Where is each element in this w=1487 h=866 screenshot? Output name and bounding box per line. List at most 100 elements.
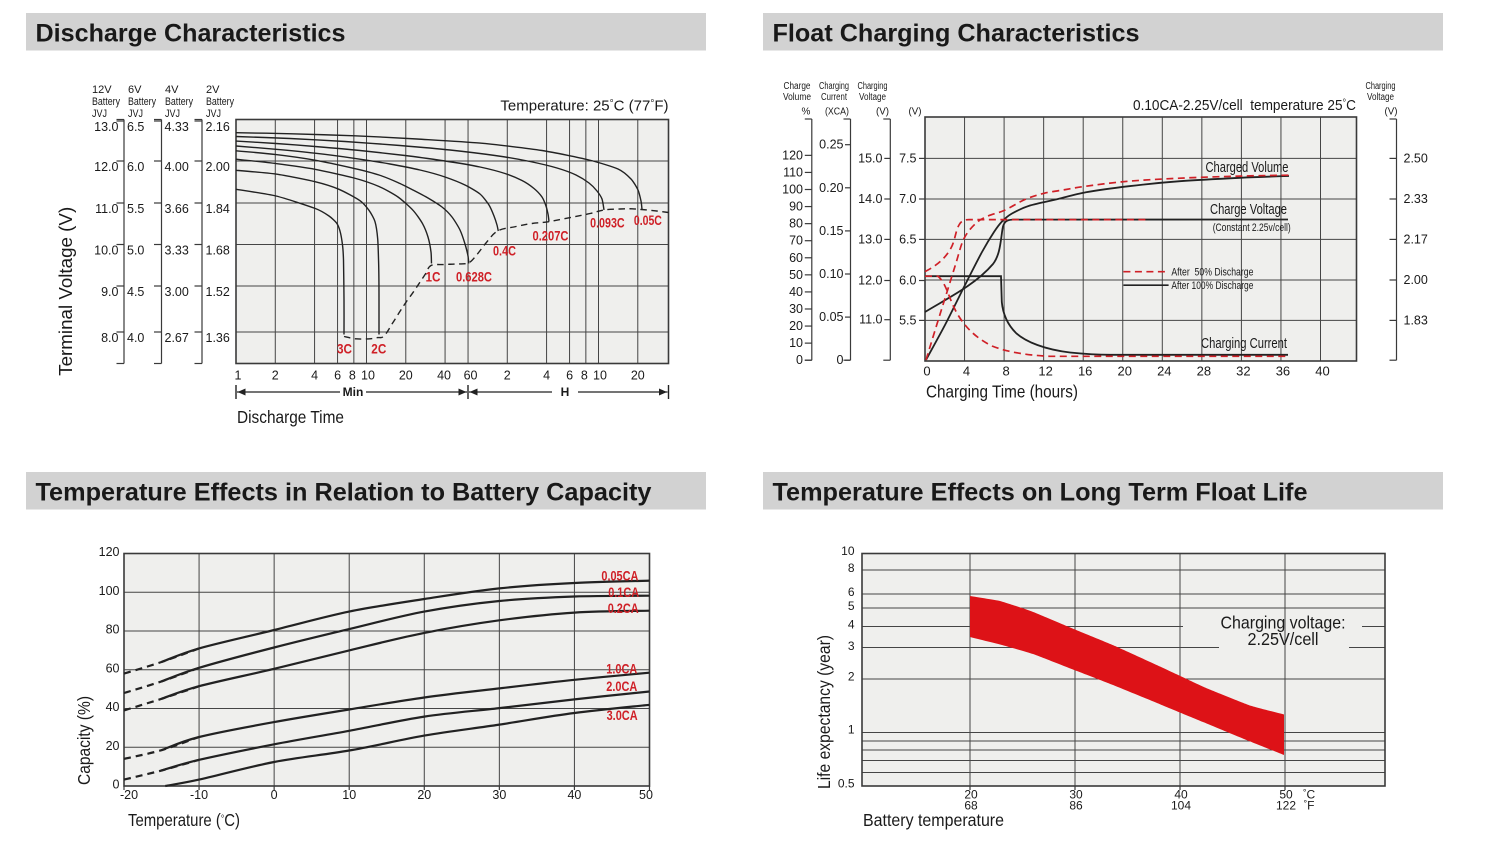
- svg-text:2: 2: [272, 369, 279, 383]
- svg-text:Charging: Charging: [858, 81, 888, 92]
- svg-text:4: 4: [311, 369, 318, 383]
- svg-text:2C: 2C: [371, 342, 386, 357]
- svg-text:0.05CA: 0.05CA: [601, 568, 638, 583]
- svg-text:8: 8: [581, 369, 588, 383]
- svg-text:Min: Min: [343, 385, 364, 399]
- svg-text:60: 60: [106, 661, 120, 675]
- svg-text:50: 50: [1279, 788, 1293, 802]
- svg-text:Battery: Battery: [128, 96, 156, 108]
- svg-text:104: 104: [1171, 799, 1191, 813]
- svg-text:40: 40: [106, 700, 120, 714]
- svg-text:15.0: 15.0: [858, 151, 882, 165]
- svg-text:60: 60: [464, 369, 478, 383]
- svg-text:6: 6: [848, 585, 855, 599]
- svg-text:°F: °F: [1304, 799, 1315, 813]
- svg-text:2.00: 2.00: [1404, 273, 1428, 287]
- svg-text:1: 1: [235, 369, 242, 383]
- svg-text:1.0CA: 1.0CA: [606, 662, 637, 677]
- svg-text:40: 40: [567, 788, 581, 802]
- svg-text:JVJ: JVJ: [128, 108, 143, 120]
- svg-text:1.83: 1.83: [1404, 313, 1428, 327]
- svg-text:Battery: Battery: [165, 96, 193, 108]
- svg-text:Current: Current: [821, 92, 847, 103]
- svg-text:2.25V/cell: 2.25V/cell: [1248, 629, 1319, 649]
- svg-text:0.093C: 0.093C: [590, 216, 625, 231]
- svg-text:Battery: Battery: [206, 96, 234, 108]
- svg-text:2.50: 2.50: [1404, 151, 1428, 165]
- svg-text:10: 10: [593, 369, 607, 383]
- svg-text:28: 28: [1197, 364, 1211, 379]
- svg-text:40: 40: [437, 369, 451, 383]
- svg-text:9.0: 9.0: [101, 285, 118, 299]
- svg-text:Battery temperature: Battery temperature: [863, 810, 1004, 830]
- svg-text:-20: -20: [120, 788, 138, 802]
- svg-text:7.5: 7.5: [899, 151, 916, 165]
- svg-text:20: 20: [1118, 364, 1132, 379]
- svg-text:3.66: 3.66: [165, 202, 189, 216]
- svg-text:Float Charging Characteristics: Float Charging Characteristics: [773, 20, 1140, 48]
- svg-text:After 50% Discharge: After 50% Discharge: [1171, 267, 1253, 279]
- svg-text:1.36: 1.36: [206, 331, 230, 345]
- svg-text:0.207C: 0.207C: [533, 229, 569, 244]
- svg-text:Charging Time (hours): Charging Time (hours): [926, 382, 1078, 402]
- svg-text:40: 40: [1315, 364, 1329, 379]
- svg-text:2.67: 2.67: [165, 331, 189, 345]
- svg-text:12: 12: [1038, 364, 1052, 379]
- svg-text:7.0: 7.0: [899, 192, 916, 206]
- svg-text:Charged Volume: Charged Volume: [1206, 160, 1289, 176]
- svg-text:120: 120: [782, 148, 803, 162]
- svg-text:70: 70: [789, 234, 803, 248]
- svg-text:1.52: 1.52: [206, 285, 230, 299]
- svg-text:10: 10: [789, 336, 803, 350]
- svg-text:20: 20: [417, 788, 431, 802]
- svg-text:0: 0: [796, 353, 803, 367]
- svg-text:0.25: 0.25: [819, 138, 843, 152]
- svg-text:6.5: 6.5: [899, 232, 916, 246]
- svg-text:11.0: 11.0: [859, 313, 882, 327]
- svg-text:Charging: Charging: [819, 81, 849, 92]
- svg-text:0.20: 0.20: [819, 181, 843, 195]
- svg-text:(V): (V): [909, 107, 922, 118]
- svg-text:%: %: [802, 107, 811, 118]
- svg-text:Charging Current: Charging Current: [1201, 336, 1287, 352]
- svg-text:13.0: 13.0: [94, 120, 118, 134]
- svg-text:6.0: 6.0: [127, 160, 144, 174]
- svg-text:50: 50: [639, 788, 653, 802]
- svg-text:3.0CA: 3.0CA: [607, 708, 638, 723]
- svg-text:Capacity (%): Capacity (%): [74, 696, 94, 785]
- svg-text:2.00: 2.00: [206, 160, 230, 174]
- svg-text:Temperature: 25°C (77°F): Temperature: 25°C (77°F): [500, 98, 668, 115]
- svg-text:Discharge Characteristics: Discharge Characteristics: [36, 20, 346, 48]
- svg-text:40: 40: [1174, 788, 1188, 802]
- svg-text:30: 30: [492, 788, 506, 802]
- svg-text:36: 36: [1276, 364, 1290, 379]
- svg-text:16: 16: [1078, 364, 1092, 379]
- svg-text:8: 8: [349, 369, 356, 383]
- svg-text:3: 3: [848, 639, 855, 653]
- svg-text:0.2CA: 0.2CA: [608, 601, 639, 616]
- svg-text:(Constant 2.25v/cell): (Constant 2.25v/cell): [1213, 222, 1291, 234]
- svg-text:Temperature (°C): Temperature (°C): [128, 810, 240, 830]
- svg-text:0.1CA: 0.1CA: [608, 585, 639, 600]
- svg-text:0: 0: [113, 778, 120, 792]
- svg-text:12.0: 12.0: [94, 160, 118, 174]
- svg-text:H: H: [561, 385, 570, 399]
- svg-text:13.0: 13.0: [858, 232, 882, 246]
- svg-text:10: 10: [361, 369, 375, 383]
- svg-text:JVJ: JVJ: [206, 108, 221, 120]
- svg-text:(XCA): (XCA): [825, 107, 849, 118]
- svg-text:JVJ: JVJ: [165, 108, 180, 120]
- svg-text:°C: °C: [1303, 788, 1316, 802]
- svg-text:6: 6: [566, 369, 573, 383]
- svg-text:4: 4: [963, 364, 970, 379]
- svg-text:0.05C: 0.05C: [634, 213, 662, 228]
- svg-text:90: 90: [789, 200, 803, 214]
- svg-text:Charge: Charge: [784, 81, 811, 92]
- svg-text:Temperature Effects in Relatio: Temperature Effects in Relation to Batte…: [36, 479, 652, 507]
- svg-text:0: 0: [271, 788, 278, 802]
- svg-text:40: 40: [789, 285, 803, 299]
- svg-text:86: 86: [1069, 799, 1083, 813]
- svg-text:2.16: 2.16: [206, 120, 230, 134]
- svg-text:80: 80: [106, 623, 120, 637]
- svg-text:1.84: 1.84: [206, 202, 230, 216]
